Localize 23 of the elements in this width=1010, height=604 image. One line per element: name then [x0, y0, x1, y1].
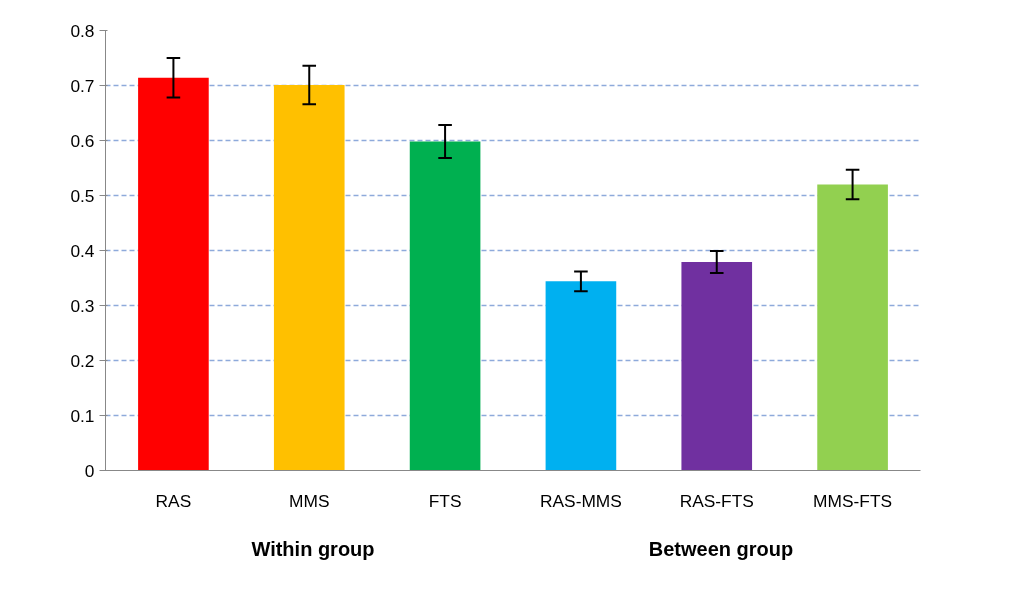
y-tick-label: 0	[84, 460, 95, 481]
x-tick-label: MMS	[289, 490, 330, 511]
bar	[409, 141, 481, 471]
bar	[545, 281, 617, 471]
x-tick-label: RAS-FTS	[679, 490, 754, 511]
bar	[273, 84, 345, 471]
y-tick-label: 0.1	[70, 405, 95, 426]
x-tick-label: RAS-MMS	[540, 490, 622, 511]
y-tick-label: 0.4	[70, 240, 95, 261]
text: Between group	[647, 537, 795, 562]
y-tick-label: 0.7	[70, 75, 95, 96]
bar	[138, 77, 209, 471]
x-tick-label: FTS	[428, 490, 462, 511]
y-tick-label: 0.8	[70, 20, 95, 41]
text: Within group	[250, 537, 376, 562]
y-tick-label: 0.6	[70, 130, 95, 151]
y-tick-label: 0.2	[70, 350, 95, 371]
y-tick-label: 0.5	[70, 185, 95, 206]
y-tick-label: 0.3	[70, 295, 95, 316]
x-tick-label: RAS	[155, 490, 192, 511]
x-tick-label: MMS-FTS	[813, 490, 893, 511]
bar	[681, 262, 753, 471]
bar	[817, 184, 888, 471]
